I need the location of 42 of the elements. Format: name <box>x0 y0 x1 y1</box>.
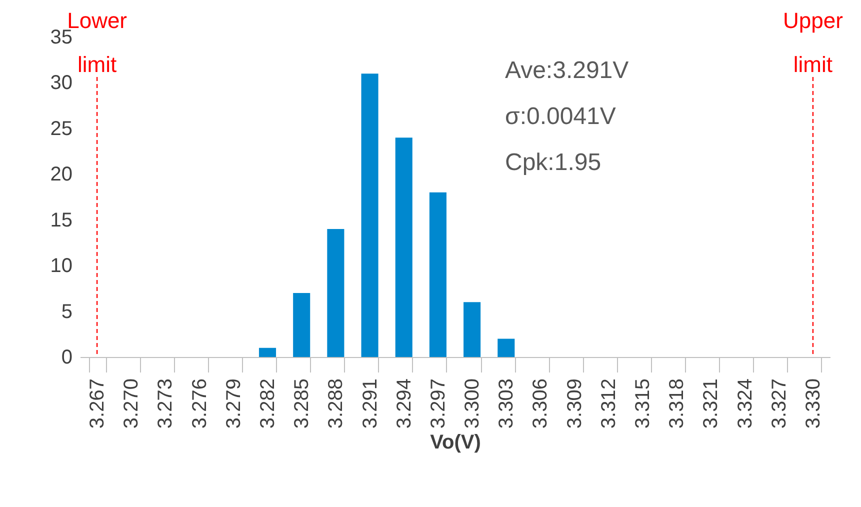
x-tick-label: 3.324 <box>734 378 756 429</box>
x-tick-label: 3.285 <box>291 378 314 429</box>
x-tick-label: 3.300 <box>462 378 484 429</box>
bar <box>429 192 446 357</box>
y-tick-label: 20 <box>50 164 72 186</box>
y-tick-label: 10 <box>50 255 72 278</box>
x-tick-label: 3.282 <box>257 378 279 429</box>
x-tick-label: 3.303 <box>496 378 518 429</box>
bar <box>361 74 378 357</box>
x-tick-label: 3.315 <box>632 378 654 429</box>
bar <box>293 293 310 357</box>
x-tick-label: 3.273 <box>154 378 177 429</box>
y-tick-label: 15 <box>50 209 72 232</box>
y-tick-label: 25 <box>50 118 72 140</box>
x-tick-label: 3.318 <box>666 378 688 429</box>
x-tick-label: 3.306 <box>530 378 552 429</box>
x-tick-label: 3.291 <box>359 378 382 429</box>
x-tick-label: 3.321 <box>700 378 722 429</box>
x-tick-label: 3.297 <box>427 378 450 429</box>
x-tick-label: 3.330 <box>802 378 824 429</box>
x-tick-label: 3.312 <box>598 378 620 429</box>
bar <box>395 138 412 357</box>
x-tick-label: 3.279 <box>222 378 245 429</box>
x-tick-label: 3.327 <box>768 378 790 429</box>
x-tick-label: 3.309 <box>564 378 586 429</box>
x-axis-title: Vo(V) <box>430 432 481 454</box>
x-tick-label: 3.276 <box>188 378 211 429</box>
x-tick-label: 3.288 <box>325 378 348 429</box>
bar <box>498 338 515 357</box>
y-tick-label: 0 <box>61 346 72 368</box>
ref-line-label: Upper limit <box>782 8 843 77</box>
annotation: σ:0.0041V <box>505 103 616 130</box>
y-tick-label: 30 <box>50 72 72 94</box>
annotation: Cpk:1.95 <box>505 149 602 176</box>
annotation: Ave:3.291V <box>505 57 629 84</box>
x-tick-label: 3.294 <box>393 378 416 429</box>
bar <box>327 229 344 357</box>
bar <box>464 302 481 357</box>
x-tick-label: 3.270 <box>120 378 143 429</box>
y-tick-label: 5 <box>61 300 72 323</box>
bar <box>258 348 276 357</box>
x-tick-label: 3.267 <box>86 378 109 429</box>
